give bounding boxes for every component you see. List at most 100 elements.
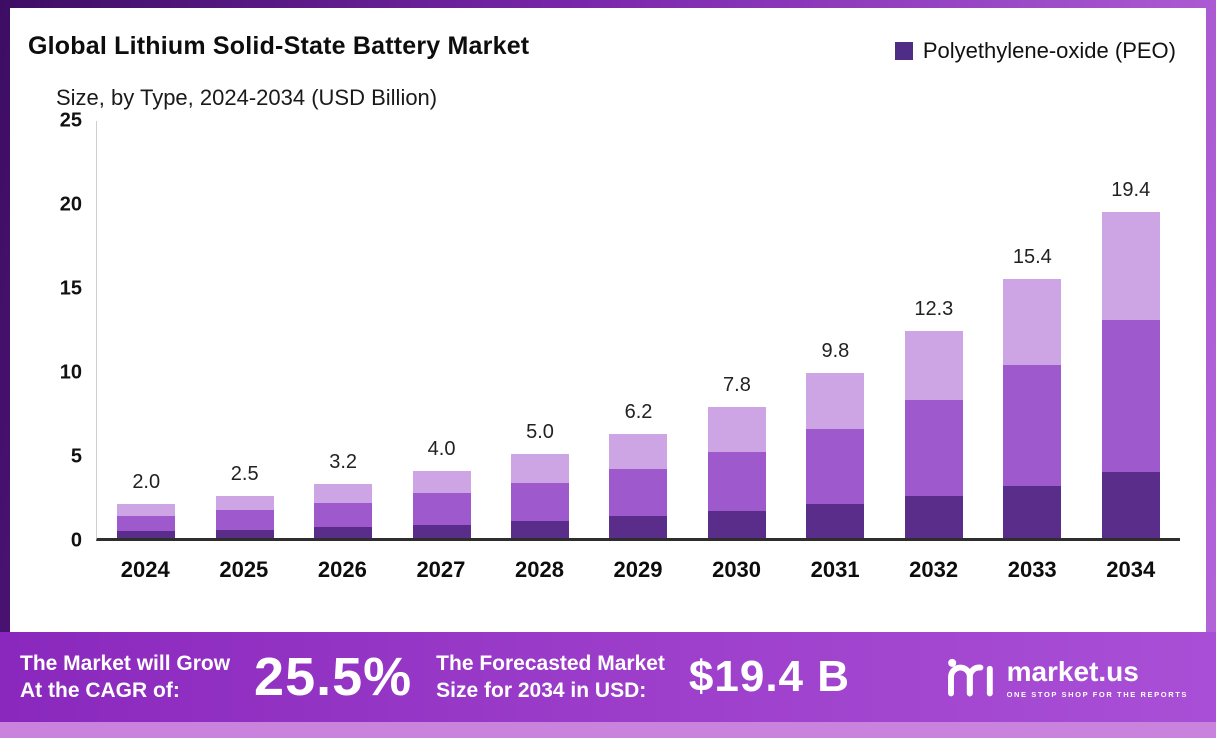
- bar-column: 12.3: [885, 121, 983, 538]
- bar-segment-1: [117, 516, 176, 532]
- chart-subtitle: Size, by Type, 2024-2034 (USD Billion): [56, 85, 438, 110]
- stacked-bar: [609, 433, 668, 538]
- stacked-bar: [707, 406, 766, 538]
- bar-column: 2.0: [97, 121, 195, 538]
- bar-segment-1: [806, 428, 865, 505]
- legend-label: Polyethylene-oxide (PEO): [922, 38, 1176, 63]
- bar-segment-2: [511, 454, 570, 483]
- bar-segment-1: [1003, 364, 1062, 486]
- bar-segment-2: [215, 496, 274, 511]
- bar-total-label: 2.5: [230, 463, 259, 486]
- x-axis-label: 2034: [1106, 557, 1156, 582]
- x-axis-label: 2025: [219, 557, 269, 582]
- chart-header: Global Lithium Solid-State Battery Marke…: [10, 8, 1206, 111]
- cagr-label-line1: The Market will Grow: [20, 651, 231, 675]
- bar-total-label: 2.0: [132, 471, 161, 494]
- bar-segment-2: [806, 373, 865, 429]
- forecast-label-line1: The Forecasted Market: [436, 651, 665, 675]
- x-axis-label: 2033: [1007, 557, 1057, 582]
- page-title: Global Lithium Solid-State Battery Marke…: [28, 32, 530, 60]
- bar-segment-2: [412, 470, 471, 493]
- bar-segment-1: [215, 510, 274, 530]
- bar-column: 4.0: [392, 121, 490, 538]
- bar-total-label: 19.4: [1111, 179, 1151, 202]
- bar-total-label: 3.2: [329, 451, 358, 474]
- stacked-bar: [1101, 212, 1160, 538]
- stacked-bar: [314, 484, 373, 538]
- cagr-label-line2: At the CAGR of:: [20, 679, 180, 702]
- bar-column: 6.2: [589, 121, 687, 538]
- forecast-label-line2: Size for 2034 in USD:: [436, 679, 647, 702]
- bar-segment-0: [1003, 485, 1062, 538]
- bar-segment-0: [806, 504, 865, 538]
- bar-total-label: 12.3: [914, 298, 954, 321]
- bar-segment-2: [904, 331, 963, 401]
- bar-segment-2: [707, 406, 766, 453]
- x-axis-label: 2024: [120, 557, 170, 582]
- brand-tagline: ONE STOP SHOP FOR THE REPORTS: [1006, 689, 1188, 699]
- bar-segment-0: [1101, 472, 1160, 538]
- forecast-value: $19.4 B: [688, 652, 851, 701]
- legend-swatch-icon: [894, 42, 913, 60]
- x-axis-label: 2029: [613, 557, 663, 582]
- bar-column: 9.8: [786, 121, 884, 538]
- plot-area: 2.0 2.5 3.2 4.0 5.0 6.2 7.8 9.8 12.3 15.4 19.4 202…: [96, 121, 1180, 583]
- bar-segment-0: [609, 516, 668, 538]
- bar-segment-1: [314, 502, 373, 528]
- bar-total-label: 4.0: [427, 437, 456, 460]
- x-axis-label: 2032: [909, 557, 959, 582]
- bar-column: 7.8: [688, 121, 786, 538]
- bar-total-label: 6.2: [624, 400, 653, 423]
- bars-region: 2.0 2.5 3.2 4.0 5.0 6.2 7.8 9.8 12.3 15.4 19.4: [96, 121, 1180, 541]
- y-axis-tick: 25: [59, 109, 82, 132]
- market-us-logo-icon: [947, 658, 993, 697]
- x-axis-label: 2030: [712, 557, 762, 582]
- stacked-bar: [412, 470, 471, 538]
- bottom-strip: [0, 722, 1216, 738]
- stacked-bar: [215, 496, 274, 538]
- brand-block: market.us ONE STOP SHOP FOR THE REPORTS: [945, 656, 1196, 699]
- x-axis-label: 2027: [416, 557, 466, 582]
- bar-segment-1: [1101, 319, 1160, 473]
- footer-banner: The Market will Grow At the CAGR of: 25.…: [0, 632, 1216, 722]
- stacked-bar: [904, 331, 963, 538]
- x-axis-labels: 2024 2025 2026 2027 2028 2029 2030 2031 2032 2033…: [96, 557, 1180, 583]
- stacked-bar: [1003, 279, 1062, 538]
- bar-column: 19.4: [1082, 121, 1180, 538]
- bar-segment-0: [707, 511, 766, 538]
- bar-column: 5.0: [491, 121, 589, 538]
- stacked-bar: [806, 373, 865, 538]
- bar-segment-2: [609, 433, 668, 470]
- cagr-value: 25.5%: [254, 647, 413, 707]
- forecast-label: The Forecasted Market Size for 2034 in U…: [436, 650, 665, 705]
- bar-total-label: 7.8: [723, 373, 751, 396]
- bar-segment-2: [117, 504, 176, 517]
- bar-total-label: 9.8: [821, 340, 850, 363]
- bar-segment-0: [215, 529, 274, 538]
- bar-segment-1: [707, 452, 766, 512]
- bar-segment-0: [904, 496, 963, 538]
- bar-segment-1: [412, 492, 471, 525]
- x-axis-label: 2028: [514, 557, 564, 582]
- bar-segment-0: [117, 531, 176, 538]
- bar-total-label: 5.0: [526, 421, 554, 444]
- bar-segment-2: [1101, 212, 1160, 320]
- cagr-label: The Market will Grow At the CAGR of:: [20, 650, 230, 705]
- y-axis-tick: 0: [70, 529, 82, 552]
- stacked-bar: [117, 504, 176, 538]
- title-block: Global Lithium Solid-State Battery Marke…: [28, 32, 529, 111]
- y-axis-tick: 10: [59, 361, 82, 384]
- bar-segment-0: [314, 527, 373, 538]
- bar-segment-2: [314, 484, 373, 503]
- bar-segment-1: [511, 482, 570, 522]
- legend: Polyethylene-oxide (PEO): [894, 38, 1176, 64]
- bar-segment-2: [1003, 279, 1062, 365]
- bar-segment-1: [609, 469, 668, 517]
- bar-segment-1: [904, 400, 963, 496]
- bar-column: 15.4: [983, 121, 1081, 538]
- chart-card: Global Lithium Solid-State Battery Marke…: [10, 8, 1206, 632]
- bar-column: 3.2: [294, 121, 392, 538]
- y-axis-tick: 20: [59, 193, 82, 216]
- y-axis-tick: 15: [59, 277, 82, 300]
